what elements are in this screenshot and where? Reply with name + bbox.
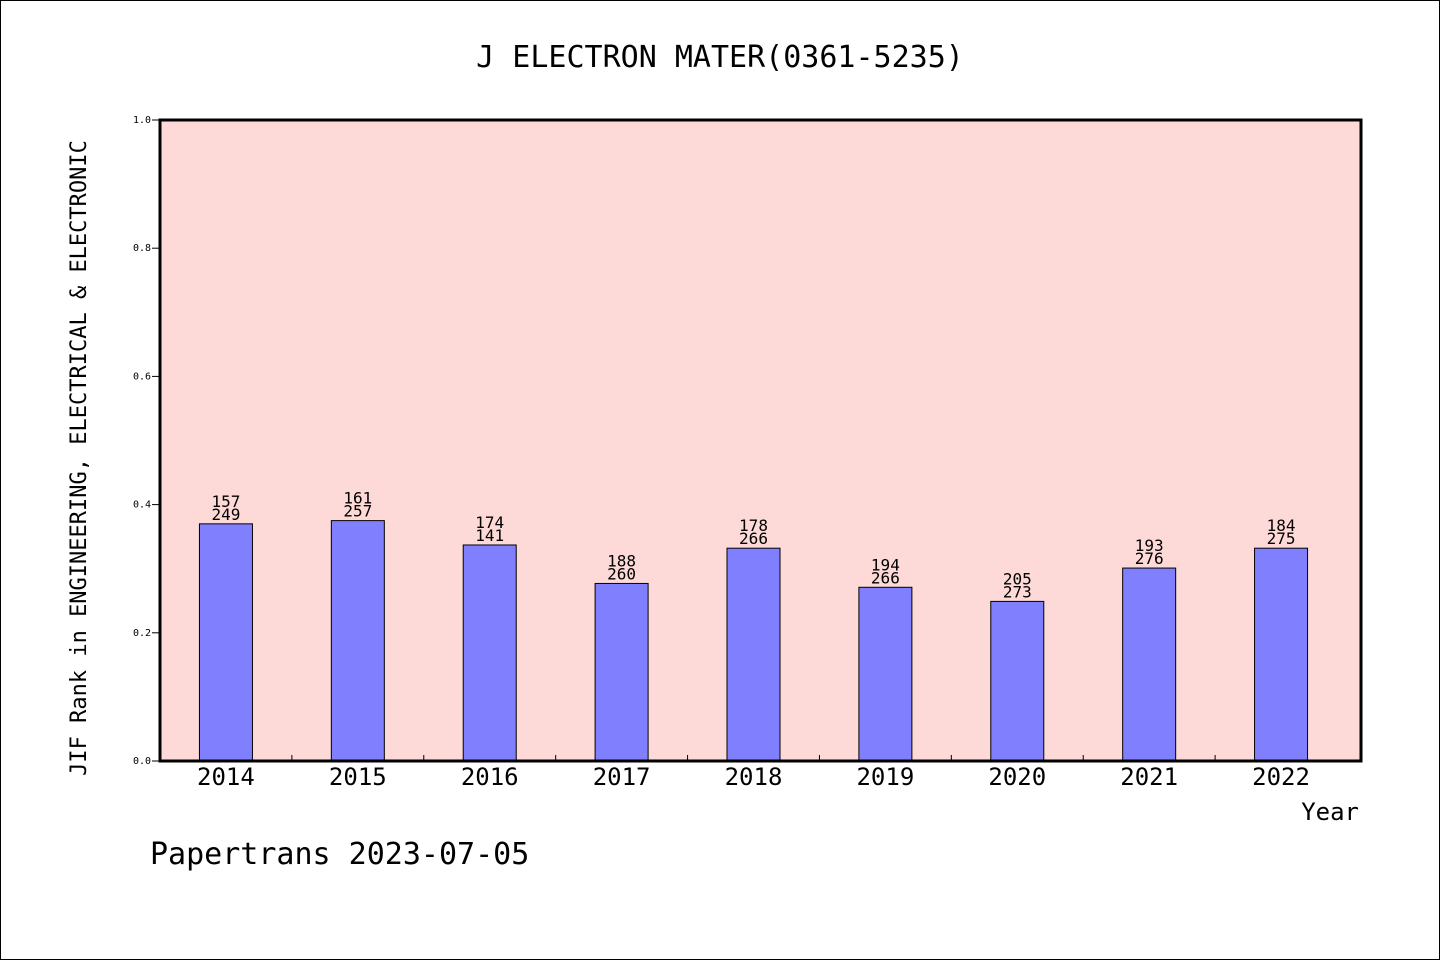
x-tick-label: 2015: [329, 763, 387, 791]
bar: [858, 586, 913, 762]
x-tick-label: 2020: [988, 763, 1046, 791]
x-axis-label: Year: [1301, 798, 1359, 826]
bar-total-label: 276: [1135, 549, 1164, 568]
bar-total-label: 275: [1267, 529, 1296, 548]
bar: [1254, 547, 1309, 762]
bar: [198, 523, 253, 762]
bar-total-label: 141: [475, 526, 504, 545]
x-tick-label: 2017: [593, 763, 651, 791]
bar-rank-label: 193: [1135, 536, 1164, 555]
y-tick-label: 1.0: [133, 115, 151, 126]
x-tick-label: 2022: [1252, 763, 1310, 791]
bar-rank-label: 205: [1003, 569, 1032, 588]
y-tick-label: 0.8: [133, 243, 151, 254]
bar-rank-label: 161: [343, 489, 372, 508]
bar: [462, 544, 517, 762]
bar-total-label: 266: [871, 568, 900, 587]
bar: [990, 600, 1045, 762]
chart-title: J ELECTRON MATER(0361-5235): [476, 40, 964, 75]
x-tick-label: 2019: [856, 763, 914, 791]
y-tick-label: 0.4: [133, 500, 151, 511]
y-tick-label: 0.6: [133, 371, 151, 382]
bar-rank-label: 194: [871, 555, 900, 574]
bar-rank-label: 157: [211, 492, 240, 511]
bar: [330, 520, 385, 762]
x-tick-label: 2014: [197, 763, 255, 791]
bar-total-label: 266: [739, 529, 768, 548]
bar-rank-label: 178: [739, 516, 768, 535]
bar: [726, 547, 781, 762]
x-axis-ticks: 2014 2015 2016 2017 2018 2019 2020 2021 2022: [197, 755, 1310, 791]
bar-total-label: 273: [1003, 582, 1032, 601]
bar-rank-label: 184: [1267, 516, 1296, 535]
bar-rank-label: 188: [607, 551, 636, 570]
y-tick-label: 0.0: [133, 756, 151, 767]
y-tick-label: 0.2: [133, 628, 151, 639]
bar: [594, 582, 649, 762]
footer-credit: Papertrans 2023-07-05: [150, 837, 529, 872]
x-tick-label: 2021: [1120, 763, 1178, 791]
bar-series: [198, 520, 1309, 762]
bar-total-label: 249: [211, 505, 240, 524]
bar-total-label: 260: [607, 564, 636, 583]
bar-rank-label: 174: [475, 513, 504, 532]
bar-total-label: 257: [343, 502, 372, 521]
x-tick-label: 2016: [461, 763, 519, 791]
plot-frame: [158, 118, 1363, 763]
x-tick-label: 2018: [725, 763, 783, 791]
bar: [1122, 567, 1177, 762]
y-axis-label: JIF Rank in ENGINEERING, ELECTRICAL & EL…: [67, 140, 92, 776]
